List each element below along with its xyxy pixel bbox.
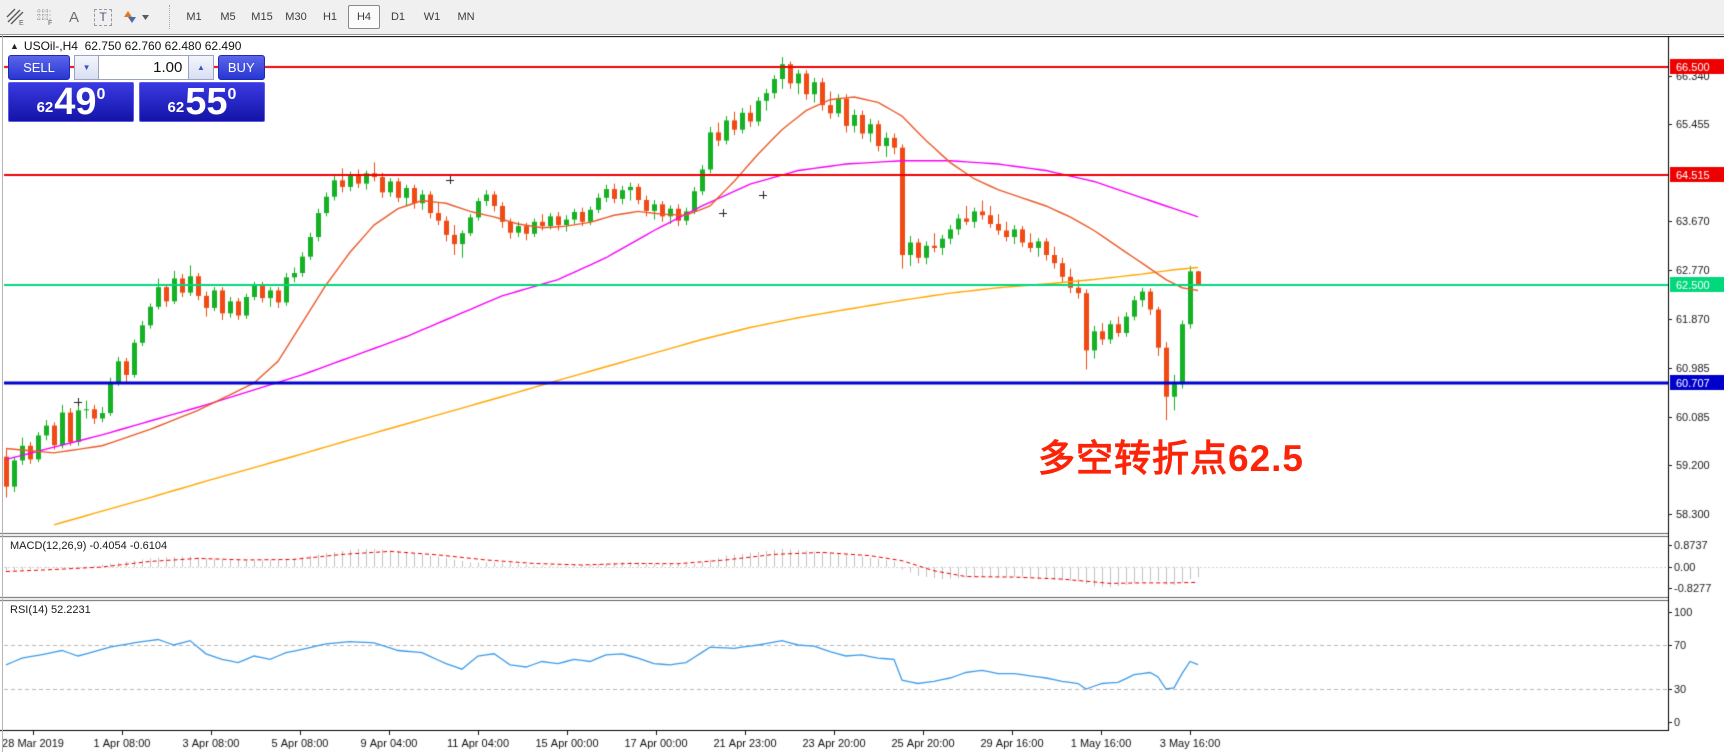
fibonacci-grid-icon[interactable]: F	[32, 5, 58, 29]
rsi-label: RSI(14) 52.2231	[10, 604, 91, 616]
toolbar-separator	[169, 5, 171, 29]
tf-button-m15[interactable]: M15	[251, 11, 273, 23]
volume-decrease-button[interactable]: ▼	[73, 55, 100, 80]
buy-price-small: 62	[167, 99, 185, 116]
symbol-period-label: USOil-,H4	[23, 39, 78, 53]
tf-button-d1[interactable]: D1	[390, 11, 406, 23]
ohlc-values: 62.750 62.760 62.480 62.490	[84, 39, 242, 53]
window-edge	[2, 35, 3, 752]
macd-label: MACD(12,26,9) -0.4054 -0.6104	[10, 540, 168, 552]
buy-price-tile[interactable]: 62 55 0	[138, 81, 265, 123]
one-click-trade-panel: SELL ▼ 1.00 ▲ BUY 62 49 0 62 55 0	[8, 55, 265, 122]
chart-annotation-text: 多空转折点62.5	[1038, 438, 1305, 479]
tf-button-mn[interactable]: MN	[457, 11, 475, 23]
volume-increase-button[interactable]: ▲	[188, 55, 214, 80]
arrows-objects-icon[interactable]	[119, 5, 155, 29]
tf-button-w1[interactable]: W1	[423, 11, 441, 23]
sell-price-big: 49	[54, 81, 97, 123]
text-label-icon[interactable]: T	[90, 5, 116, 29]
tf-button-h4[interactable]: H4	[348, 5, 380, 29]
buy-price-sup: 0	[227, 86, 237, 103]
tf-button-m5[interactable]: M5	[220, 11, 236, 23]
chart-title: ▲ USOil-,H4 62.750 62.760 62.480 62.490	[10, 39, 241, 53]
sell-price-small: 62	[36, 99, 54, 116]
text-tool-icon[interactable]: A	[68, 8, 79, 26]
draw-study-icon[interactable]: E	[3, 5, 29, 29]
volume-input[interactable]: 1.00	[99, 55, 189, 80]
toolbar: E F A T M1 M5 M15 M30 H1 H4	[0, 0, 1724, 35]
sell-button[interactable]: SELL	[8, 55, 70, 80]
tf-button-m1[interactable]: M1	[186, 11, 202, 23]
buy-button[interactable]: BUY	[217, 55, 265, 80]
tf-button-h1[interactable]: H1	[322, 11, 338, 23]
sell-price-tile[interactable]: 62 49 0	[8, 81, 135, 123]
buy-price-big: 55	[185, 81, 228, 123]
collapse-arrow-icon[interactable]: ▲	[10, 41, 19, 51]
svg-text:F: F	[48, 20, 52, 26]
tf-button-m30[interactable]: M30	[285, 11, 307, 23]
chart-canvas[interactable]	[0, 36, 1724, 752]
sell-price-sup: 0	[96, 86, 106, 103]
svg-text:E: E	[19, 20, 24, 26]
